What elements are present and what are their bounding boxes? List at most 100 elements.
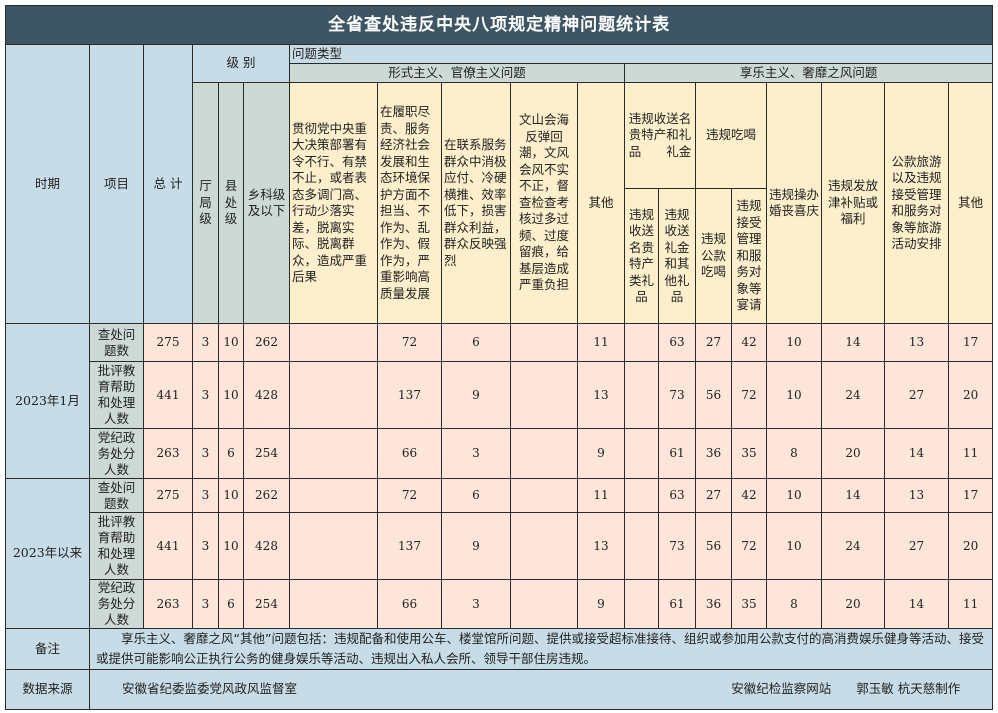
value-cell: 9 bbox=[577, 579, 625, 629]
value-cell: 20 bbox=[821, 579, 885, 629]
header-gifts-cash: 违规收送礼金和其他礼品 bbox=[658, 188, 696, 324]
value-cell: 3 bbox=[192, 323, 219, 362]
value-cell: 24 bbox=[821, 512, 885, 580]
value-cell: 10 bbox=[218, 361, 244, 429]
value-cell: 14 bbox=[821, 323, 885, 362]
value-cell: 72 bbox=[377, 323, 442, 362]
value-cell: 3 bbox=[192, 361, 219, 429]
header-gifts-specialty: 违规收送名贵特产类礼品 bbox=[624, 188, 659, 324]
header-level-township: 乡科级及以下 bbox=[243, 82, 290, 324]
value-cell: 73 bbox=[658, 361, 696, 429]
header-gifts: 违规收送名贵特产和礼品 礼金 bbox=[624, 82, 696, 189]
header-dining: 违规吃喝 bbox=[695, 82, 767, 189]
value-cell: 441 bbox=[143, 361, 193, 429]
value-cell: 20 bbox=[821, 428, 885, 479]
value-cell: 27 bbox=[884, 361, 949, 429]
period-cell: 2023年以来 bbox=[5, 478, 90, 629]
header-period: 时期 bbox=[5, 44, 90, 324]
table-row: 党纪政务处分人数 263 3 6 254 66 3 9 61 36 35 8 20 14 11 bbox=[6, 579, 994, 629]
value-cell: 35 bbox=[731, 428, 767, 479]
value-cell: 36 bbox=[695, 428, 732, 479]
value-cell bbox=[624, 512, 659, 580]
header-allowances: 违规发放津补贴或福利 bbox=[821, 82, 885, 324]
value-cell: 6 bbox=[441, 323, 511, 362]
value-cell: 13 bbox=[884, 323, 949, 362]
header-formalism-3: 在联系服务群众中消极应付、冷硬横推、效率低下，损害群众利益，群众反映强烈 bbox=[441, 82, 511, 324]
value-cell: 3 bbox=[441, 579, 511, 629]
item-cell: 批评教育帮助和处理人数 bbox=[89, 361, 144, 429]
note-text: 享乐主义、奢靡之风“其他”问题包括：违规配备和使用公车、楼堂馆所问题、提供或接受… bbox=[88, 628, 994, 670]
value-cell: 8 bbox=[766, 428, 822, 479]
table-title: 全省查处违反中央八项规定精神问题统计表 bbox=[4, 5, 994, 45]
value-cell: 10 bbox=[766, 478, 822, 513]
header-level-county: 县处级 bbox=[218, 82, 244, 324]
value-cell: 3 bbox=[192, 478, 219, 513]
header-dining-banquet: 违规接受管理和服务对象等宴请 bbox=[731, 188, 767, 324]
item-cell: 党纪政务处分人数 bbox=[89, 428, 144, 479]
value-cell: 6 bbox=[218, 579, 244, 629]
value-cell: 9 bbox=[441, 361, 511, 429]
value-cell: 11 bbox=[947, 579, 994, 629]
value-cell: 72 bbox=[731, 361, 767, 429]
value-cell: 66 bbox=[377, 579, 442, 629]
header-formalism-2: 在履职尽责、服务经济社会发展和生态环境保护方面不担当、不作为、乱作为、假作为，严… bbox=[377, 82, 442, 324]
value-cell bbox=[624, 323, 659, 362]
source-credit: 郭玉敏 杭天慈制作 bbox=[856, 681, 961, 697]
value-cell: 20 bbox=[947, 512, 994, 580]
value-cell bbox=[289, 512, 378, 580]
value-cell: 263 bbox=[143, 579, 193, 629]
value-cell bbox=[624, 478, 659, 513]
value-cell: 137 bbox=[377, 361, 442, 429]
header-level-bureau: 厅局级 bbox=[192, 82, 219, 324]
source-site: 安徽纪检监察网站 bbox=[731, 681, 832, 697]
value-cell: 27 bbox=[695, 323, 732, 362]
value-cell: 17 bbox=[947, 323, 994, 362]
table-row: 批评教育帮助和处理人数 441 3 10 428 137 9 13 73 56 72 10 24 27 20 bbox=[6, 361, 994, 429]
header-total: 总 计 bbox=[143, 44, 193, 324]
value-cell bbox=[289, 478, 378, 513]
value-cell: 10 bbox=[766, 361, 822, 429]
data-rows: 2023年1月 查处问题数 275 3 10 262 72 6 11 63 27 42 10 14 13 17… bbox=[5, 323, 994, 629]
value-cell: 10 bbox=[218, 512, 244, 580]
value-cell: 72 bbox=[377, 478, 442, 513]
header-hedonism: 享乐主义、奢靡之风问题 bbox=[623, 63, 994, 83]
value-cell bbox=[289, 428, 378, 479]
value-cell: 14 bbox=[884, 428, 949, 479]
value-cell: 263 bbox=[143, 428, 193, 479]
value-cell: 36 bbox=[695, 579, 732, 629]
value-cell: 56 bbox=[695, 361, 732, 429]
header-hedonism-other: 其他 bbox=[947, 82, 994, 324]
header-dining-public: 违规公款吃喝 bbox=[695, 188, 732, 324]
value-cell: 3 bbox=[192, 428, 219, 479]
value-cell: 63 bbox=[658, 323, 696, 362]
item-cell: 批评教育帮助和处理人数 bbox=[89, 512, 144, 580]
item-cell: 查处问题数 bbox=[89, 323, 144, 362]
value-cell bbox=[510, 478, 578, 513]
value-cell bbox=[624, 361, 659, 429]
value-cell: 14 bbox=[821, 478, 885, 513]
value-cell: 61 bbox=[658, 579, 696, 629]
header-item: 项目 bbox=[89, 44, 144, 324]
value-cell: 6 bbox=[218, 428, 244, 479]
header-weddings: 违规操办婚丧喜庆 bbox=[766, 82, 822, 324]
value-cell: 3 bbox=[192, 512, 219, 580]
value-cell: 441 bbox=[143, 512, 193, 580]
value-cell: 13 bbox=[884, 478, 949, 513]
value-cell: 10 bbox=[766, 323, 822, 362]
value-cell: 6 bbox=[441, 478, 511, 513]
value-cell: 10 bbox=[766, 512, 822, 580]
value-cell: 13 bbox=[577, 361, 625, 429]
value-cell bbox=[510, 361, 578, 429]
header-formalism-other: 其他 bbox=[577, 82, 625, 324]
value-cell: 14 bbox=[884, 579, 949, 629]
value-cell: 72 bbox=[731, 512, 767, 580]
header-travel: 公款旅游以及违规接受管理和服务对象等旅游活动安排 bbox=[884, 82, 949, 324]
note-label: 备注 bbox=[5, 628, 90, 670]
value-cell: 73 bbox=[658, 512, 696, 580]
value-cell: 63 bbox=[658, 478, 696, 513]
value-cell bbox=[289, 323, 378, 362]
table-row: 2023年1月 查处问题数 275 3 10 262 72 6 11 63 27 42 10 14 13 17 bbox=[5, 323, 994, 479]
value-cell: 27 bbox=[695, 478, 732, 513]
value-cell bbox=[289, 579, 378, 629]
item-cell: 查处问题数 bbox=[89, 478, 144, 513]
